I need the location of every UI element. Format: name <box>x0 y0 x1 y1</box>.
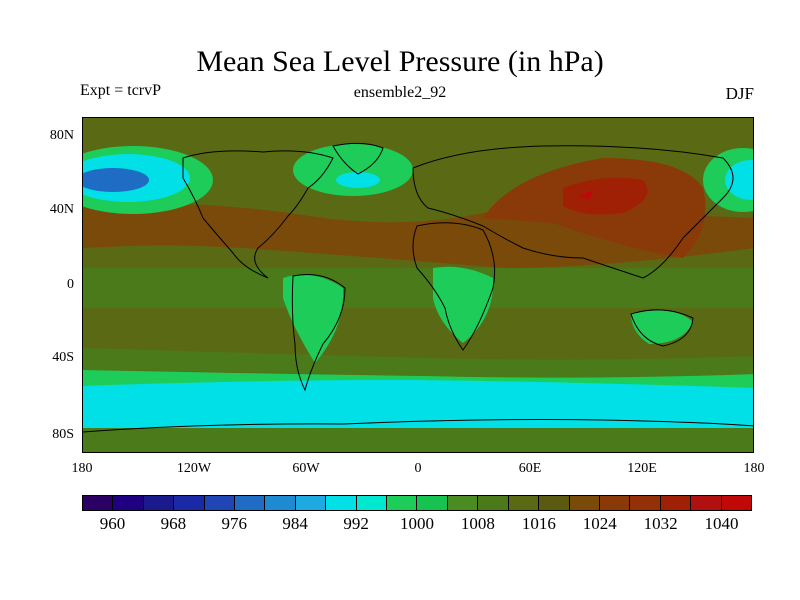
coast-antarctica <box>83 419 753 433</box>
colorbar-swatch <box>417 496 448 510</box>
colorbar-swatch <box>569 496 600 510</box>
lat-label-80s: 80S <box>52 427 74 442</box>
colorbar-swatch <box>83 496 114 510</box>
coast-africa <box>412 222 496 351</box>
colorbar-label: 976 <box>221 514 248 533</box>
colorbar-swatch <box>721 496 751 510</box>
colorbar-swatch <box>143 496 175 510</box>
colorbar-label: 1008 <box>460 514 495 533</box>
lon-label-120w: 120W <box>176 461 212 476</box>
colorbar-swatch <box>630 496 661 510</box>
band-southern-ocean-cyan <box>83 380 753 432</box>
colorbar-swatch <box>599 496 631 510</box>
colorbar-label: 1000 <box>400 514 434 533</box>
colorbar-label: 968 <box>160 514 187 533</box>
lon-label-180w: 180 <box>71 461 93 476</box>
colorbar-swatch <box>265 496 296 510</box>
coastlines <box>83 142 753 433</box>
colorbar-swatch <box>295 496 327 510</box>
map-canvas <box>83 118 753 452</box>
colorbar-label: 1016 <box>521 514 556 533</box>
siberian-high-peak <box>579 190 593 200</box>
colorbar-swatch <box>539 496 570 510</box>
coast-australia <box>630 309 694 347</box>
ensemble-label: ensemble2_92 <box>353 84 447 101</box>
lon-label-60w: 60W <box>292 461 320 476</box>
band-sh-lowpressure <box>83 348 753 378</box>
lat-label-40n: 40N <box>49 202 74 217</box>
icelandic-low-cyan <box>336 172 380 188</box>
aleutian-low-cyan-east <box>725 160 753 200</box>
aleutian-low-core <box>83 168 149 192</box>
colorbar-label: 992 <box>343 514 369 533</box>
coast-eurasia <box>412 145 734 279</box>
lon-label-120e: 120E <box>627 461 657 476</box>
colorbar-swatch <box>508 496 540 510</box>
band-tropics <box>83 268 753 308</box>
lat-label-80n: 80N <box>49 128 74 143</box>
colorbar-swatch <box>235 496 266 510</box>
colorbar-label: 1032 <box>643 514 678 533</box>
colorbar-label: 1040 <box>704 514 739 533</box>
chart-title: Mean Sea Level Pressure (in hPa) <box>196 45 604 78</box>
australia-low <box>631 310 693 344</box>
colorbar-swatch <box>660 496 692 510</box>
colorbar-swatch <box>478 496 509 510</box>
colorbar-swatch <box>204 496 236 510</box>
lon-label-60e: 60E <box>518 461 542 476</box>
pressure-map <box>82 117 754 453</box>
season-label: DJF <box>725 84 754 103</box>
colorbar-label: 960 <box>99 514 126 533</box>
colorbar-label: 984 <box>282 514 308 533</box>
lon-label-180e: 180 <box>743 461 765 476</box>
band-sh-subtropical <box>83 308 753 356</box>
lat-label-0: 0 <box>67 277 74 292</box>
colorbar-swatch <box>326 496 357 510</box>
coast-south-america <box>291 274 346 392</box>
lon-label-0: 0 <box>414 461 422 476</box>
colorbar-swatch <box>387 496 418 510</box>
band-antarctica <box>83 428 753 452</box>
coast-north-america <box>182 150 334 279</box>
south-america-low <box>283 274 344 363</box>
colorbar-label: 1024 <box>582 514 617 533</box>
lat-label-40s: 40S <box>52 350 74 365</box>
siberian-high-core <box>563 177 648 215</box>
colorbar <box>82 495 752 511</box>
experiment-label: Expt = tcrvP <box>80 82 162 99</box>
colorbar-swatch <box>447 496 479 510</box>
colorbar-swatch <box>691 496 722 510</box>
colorbar-swatch <box>356 496 388 510</box>
coast-greenland <box>332 142 384 175</box>
colorbar-swatch <box>174 496 205 510</box>
colorbar-swatch <box>113 496 144 510</box>
